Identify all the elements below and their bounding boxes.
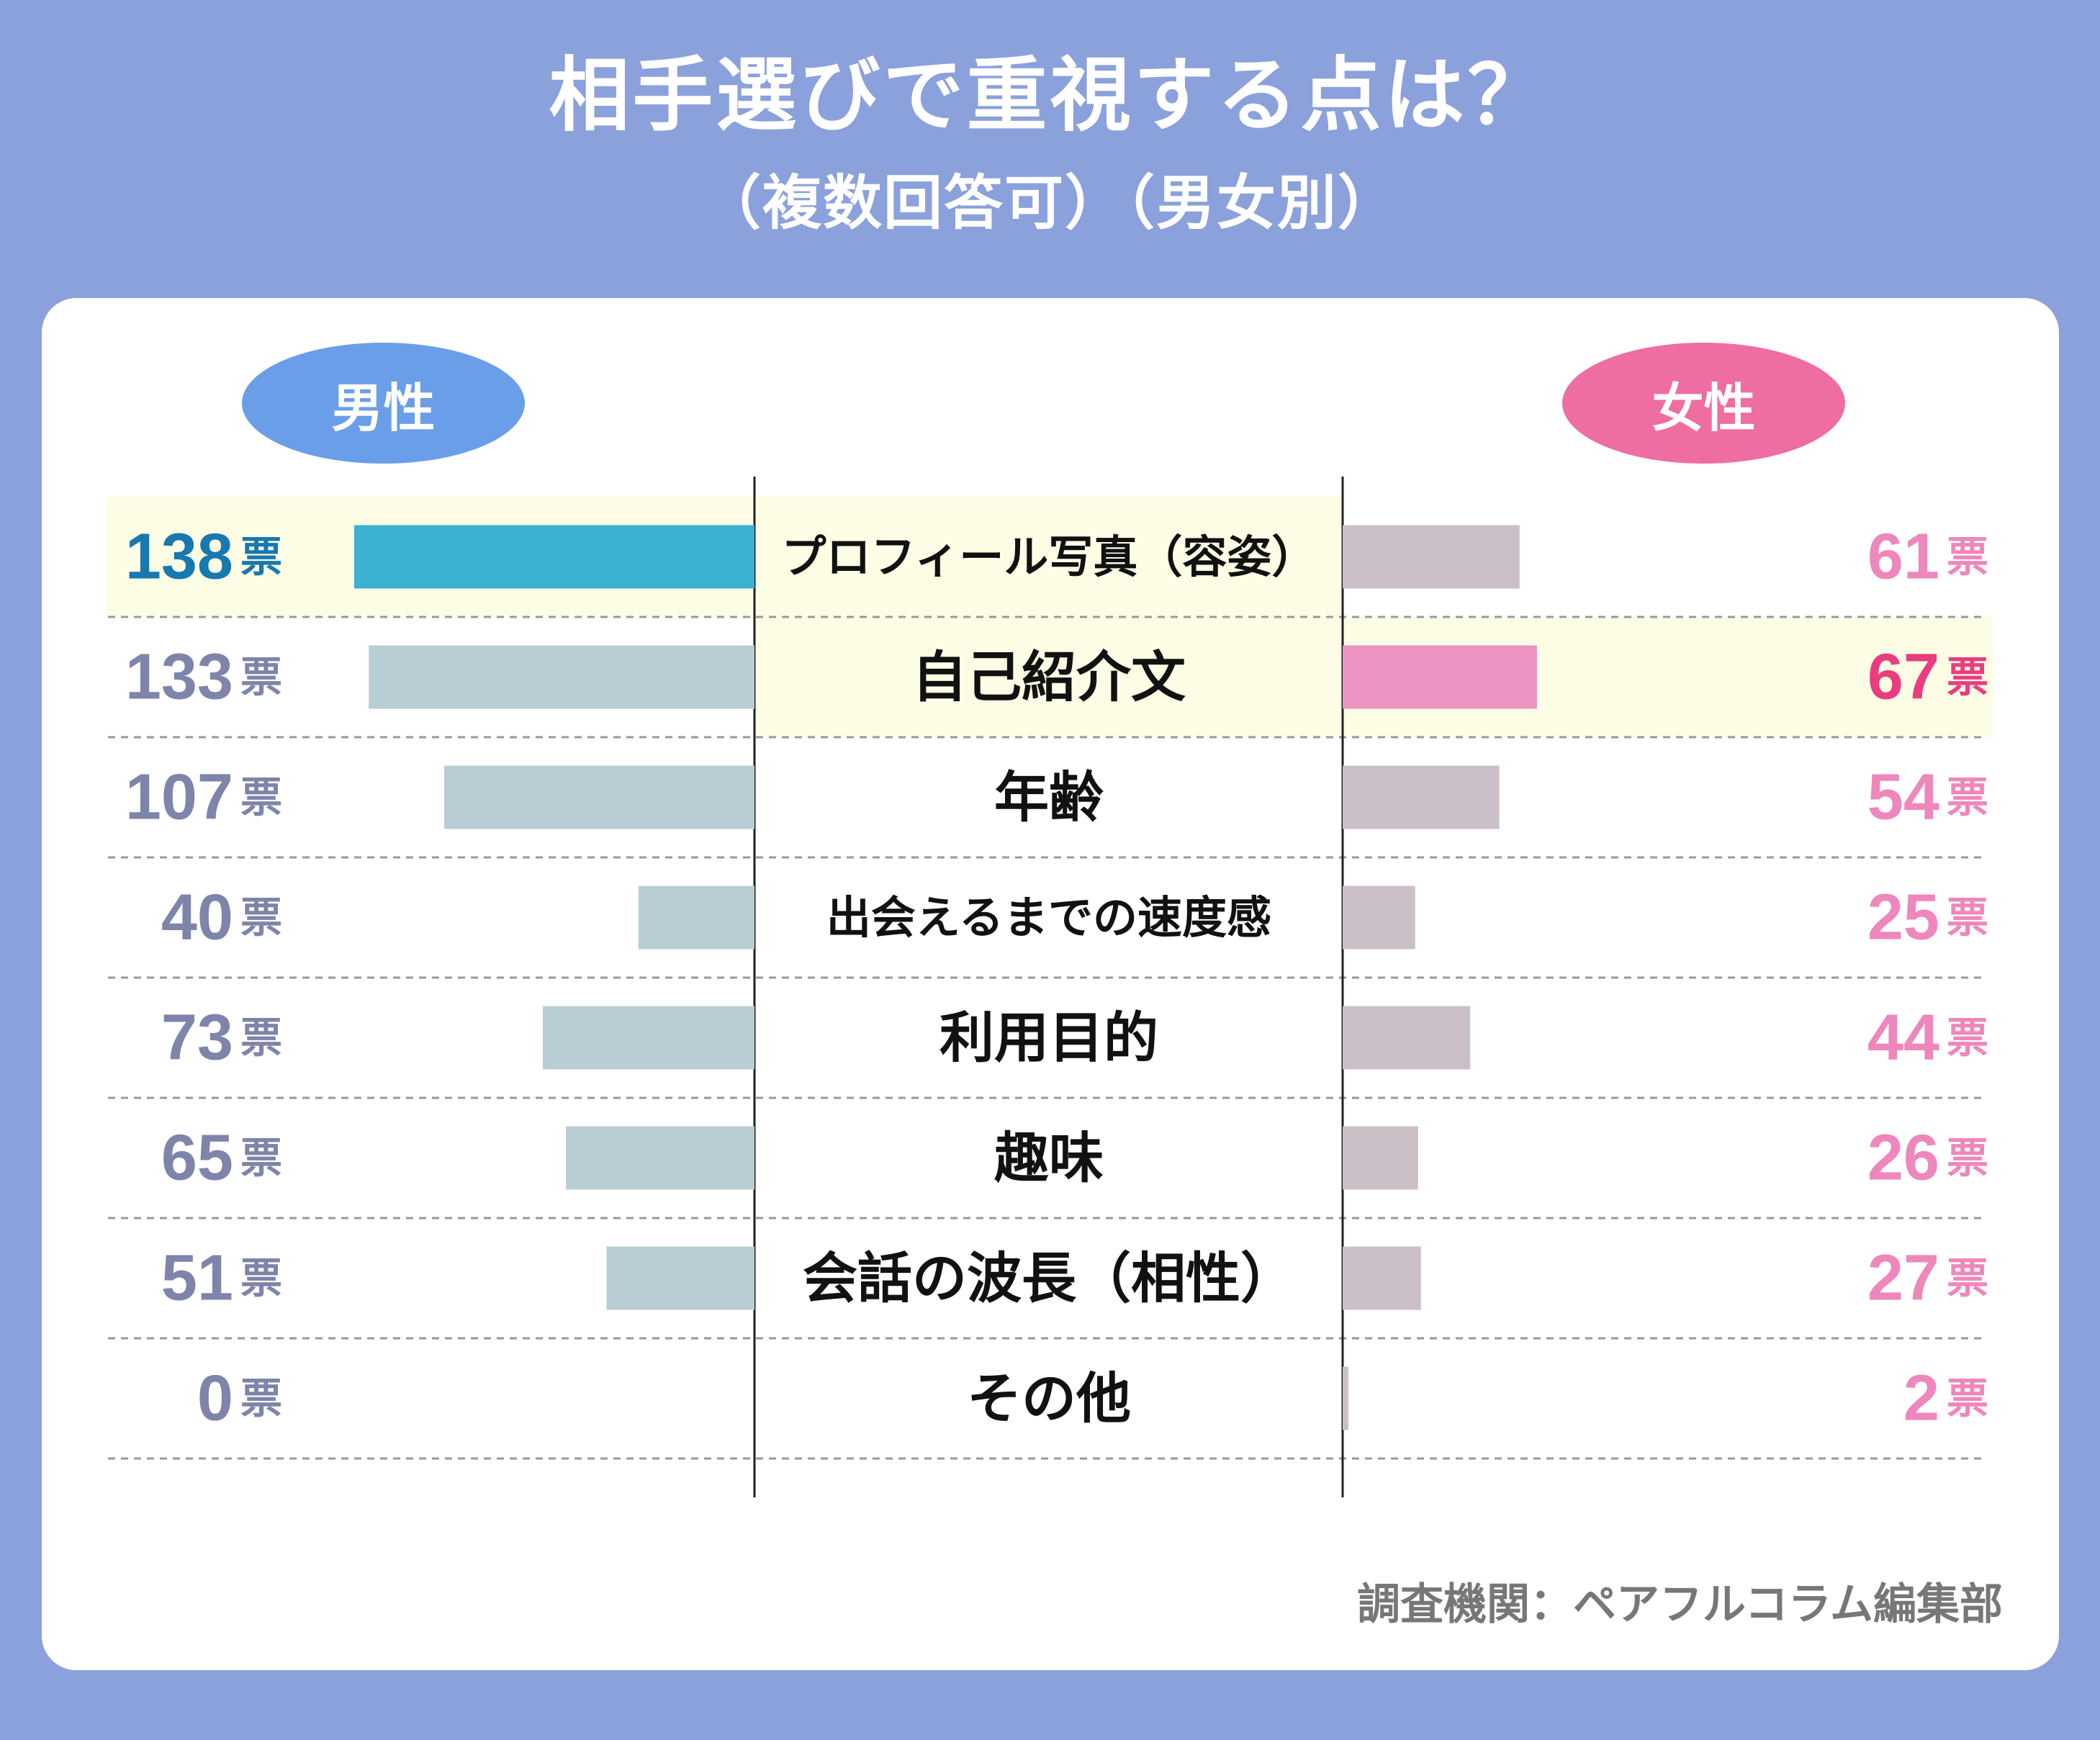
female-value-label: 61 票 — [1867, 521, 1988, 593]
female-value-label: 54 票 — [1867, 762, 1988, 834]
chart-subtitle: （複数回答可）（男女別） — [701, 169, 1398, 238]
male-value-label: 73 票 — [161, 1002, 282, 1074]
legend-female: 女性 — [1562, 343, 1845, 464]
female-value-label: 25 票 — [1867, 882, 1988, 954]
male-value-label: 133 票 — [125, 641, 282, 713]
male-value-label: 107 票 — [125, 762, 282, 834]
male-bar — [443, 765, 754, 829]
chart-title: 相手選びで重視する点は？ — [549, 49, 1551, 143]
category-label: 自己紹介文 — [912, 645, 1186, 709]
female-value-label: 44 票 — [1867, 1002, 1988, 1074]
category-label: 出会えるまでの速度感 — [826, 891, 1271, 944]
legend-male: 男性 — [242, 343, 525, 464]
category-label: 会話の波長（相性） — [803, 1246, 1295, 1310]
male-value-label: 51 票 — [161, 1243, 282, 1315]
male-bar — [638, 885, 754, 950]
male-value-label: 65 票 — [161, 1122, 282, 1194]
category-label: 年齢 — [994, 765, 1104, 829]
male-value-label: 40 票 — [161, 882, 282, 954]
male-bar — [566, 1126, 754, 1190]
female-bar — [1343, 885, 1415, 950]
female-bar — [1343, 525, 1520, 589]
female-bar — [1343, 1126, 1418, 1190]
source-credit: 調査機関：ペアフルコラム編集部 — [1357, 1579, 2003, 1630]
category-label: その他 — [967, 1366, 1131, 1430]
female-value-label: 27 票 — [1867, 1243, 1988, 1315]
male-bar — [354, 525, 754, 589]
male-value-label: 138 票 — [125, 521, 282, 593]
male-bar — [369, 645, 754, 709]
female-bar — [1343, 765, 1500, 829]
category-label: プロフィール写真（容姿） — [782, 531, 1317, 583]
female-bar — [1343, 1006, 1471, 1070]
female-value-label: 67 票 — [1867, 641, 1988, 713]
female-bar — [1343, 1366, 1349, 1430]
female-bar — [1343, 1246, 1421, 1310]
male-bar — [542, 1006, 754, 1070]
female-bar — [1343, 645, 1537, 709]
category-label: 趣味 — [994, 1126, 1104, 1190]
male-bar — [606, 1246, 754, 1310]
category-label: 利用目的 — [939, 1006, 1158, 1070]
female-value-label: 26 票 — [1867, 1122, 1988, 1194]
